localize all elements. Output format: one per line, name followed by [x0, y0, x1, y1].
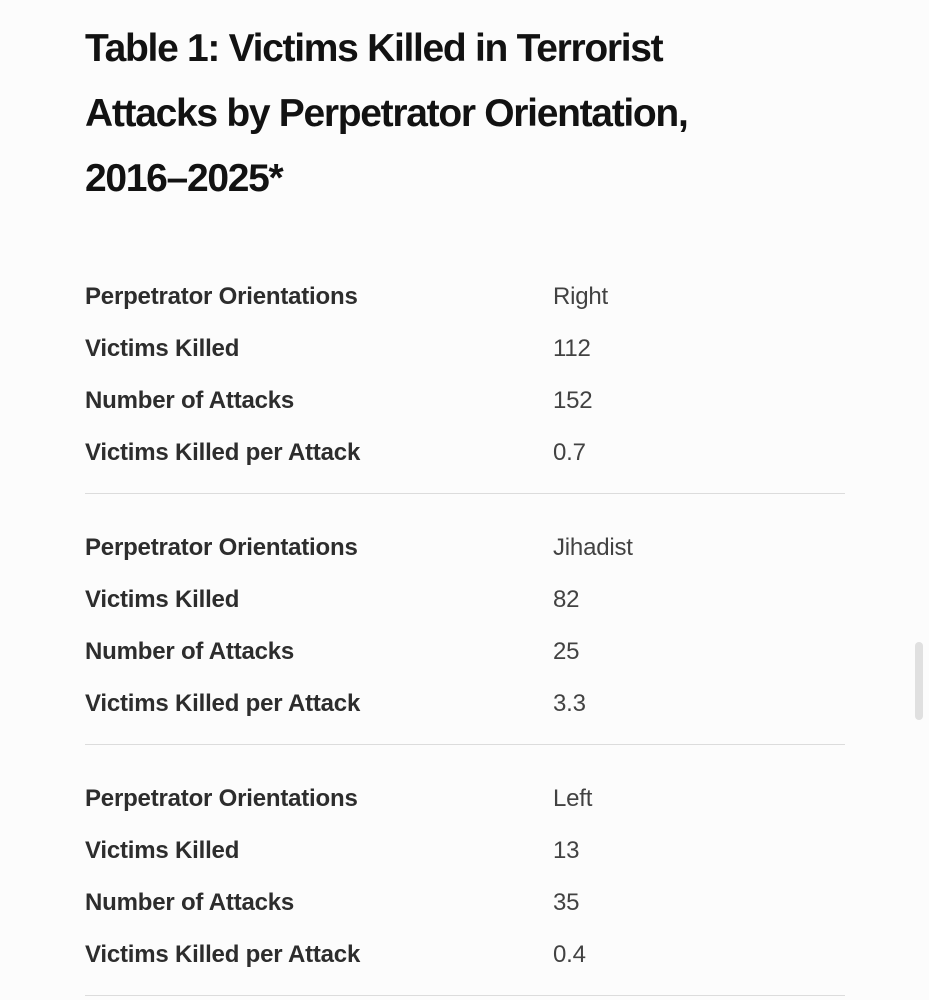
row-label: Victims Killed — [85, 837, 240, 864]
row-label: Victims Killed — [85, 586, 240, 613]
table-title-line: Table 1: Victims Killed in Terrorist — [85, 27, 664, 70]
table-title-line: 2016–2025* — [85, 157, 284, 200]
table-row: Perpetrator Orientations Jihadist — [85, 534, 845, 586]
article-content: Table 1: Victims Killed in Terrorist Att… — [85, 0, 845, 996]
table-row: Victims Killed per Attack 0.4 — [85, 941, 845, 993]
row-value: 82 — [553, 586, 580, 613]
group-divider — [85, 744, 845, 745]
row-label: Victims Killed per Attack — [85, 941, 361, 968]
table-row: Number of Attacks 152 — [85, 387, 845, 439]
row-label: Victims Killed per Attack — [85, 690, 361, 717]
row-value: 3.3 — [553, 690, 586, 717]
row-value: Jihadist — [553, 534, 633, 561]
table-title: Table 1: Victims Killed in Terrorist Att… — [85, 0, 845, 211]
data-table: Perpetrator Orientations Right Victims K… — [85, 283, 845, 996]
row-value: 112 — [553, 335, 591, 362]
row-value: 152 — [553, 387, 593, 414]
row-label: Number of Attacks — [85, 387, 295, 414]
table-row: Number of Attacks 35 — [85, 889, 845, 941]
row-value: 35 — [553, 889, 580, 916]
row-label: Victims Killed per Attack — [85, 439, 361, 466]
row-label: Perpetrator Orientations — [85, 785, 358, 812]
table-group-right: Perpetrator Orientations Right Victims K… — [85, 283, 845, 491]
row-value: Left — [553, 785, 593, 812]
row-label: Number of Attacks — [85, 638, 295, 665]
row-value: 13 — [553, 837, 580, 864]
table-row: Perpetrator Orientations Left — [85, 785, 845, 837]
table-title-line: Attacks by Perpetrator Orientation, — [85, 92, 689, 135]
row-value: 0.7 — [553, 439, 586, 466]
table-row: Victims Killed 112 — [85, 335, 845, 387]
row-value: Right — [553, 283, 609, 310]
table-row: Victims Killed 13 — [85, 837, 845, 889]
table-group-left: Perpetrator Orientations Left Victims Ki… — [85, 785, 845, 993]
table-row: Victims Killed per Attack 0.7 — [85, 439, 845, 491]
table-group-jihadist: Perpetrator Orientations Jihadist Victim… — [85, 534, 845, 742]
table-row: Victims Killed per Attack 3.3 — [85, 690, 845, 742]
row-value: 25 — [553, 638, 580, 665]
group-divider — [85, 493, 845, 494]
row-label: Number of Attacks — [85, 889, 295, 916]
row-label: Victims Killed — [85, 335, 240, 362]
group-divider — [85, 995, 845, 996]
table-row: Victims Killed 82 — [85, 586, 845, 638]
row-value: 0.4 — [553, 941, 586, 968]
table-row: Number of Attacks 25 — [85, 638, 845, 690]
scrollbar-thumb[interactable] — [915, 642, 923, 720]
row-label: Perpetrator Orientations — [85, 283, 358, 310]
table-row: Perpetrator Orientations Right — [85, 283, 845, 335]
row-label: Perpetrator Orientations — [85, 534, 358, 561]
